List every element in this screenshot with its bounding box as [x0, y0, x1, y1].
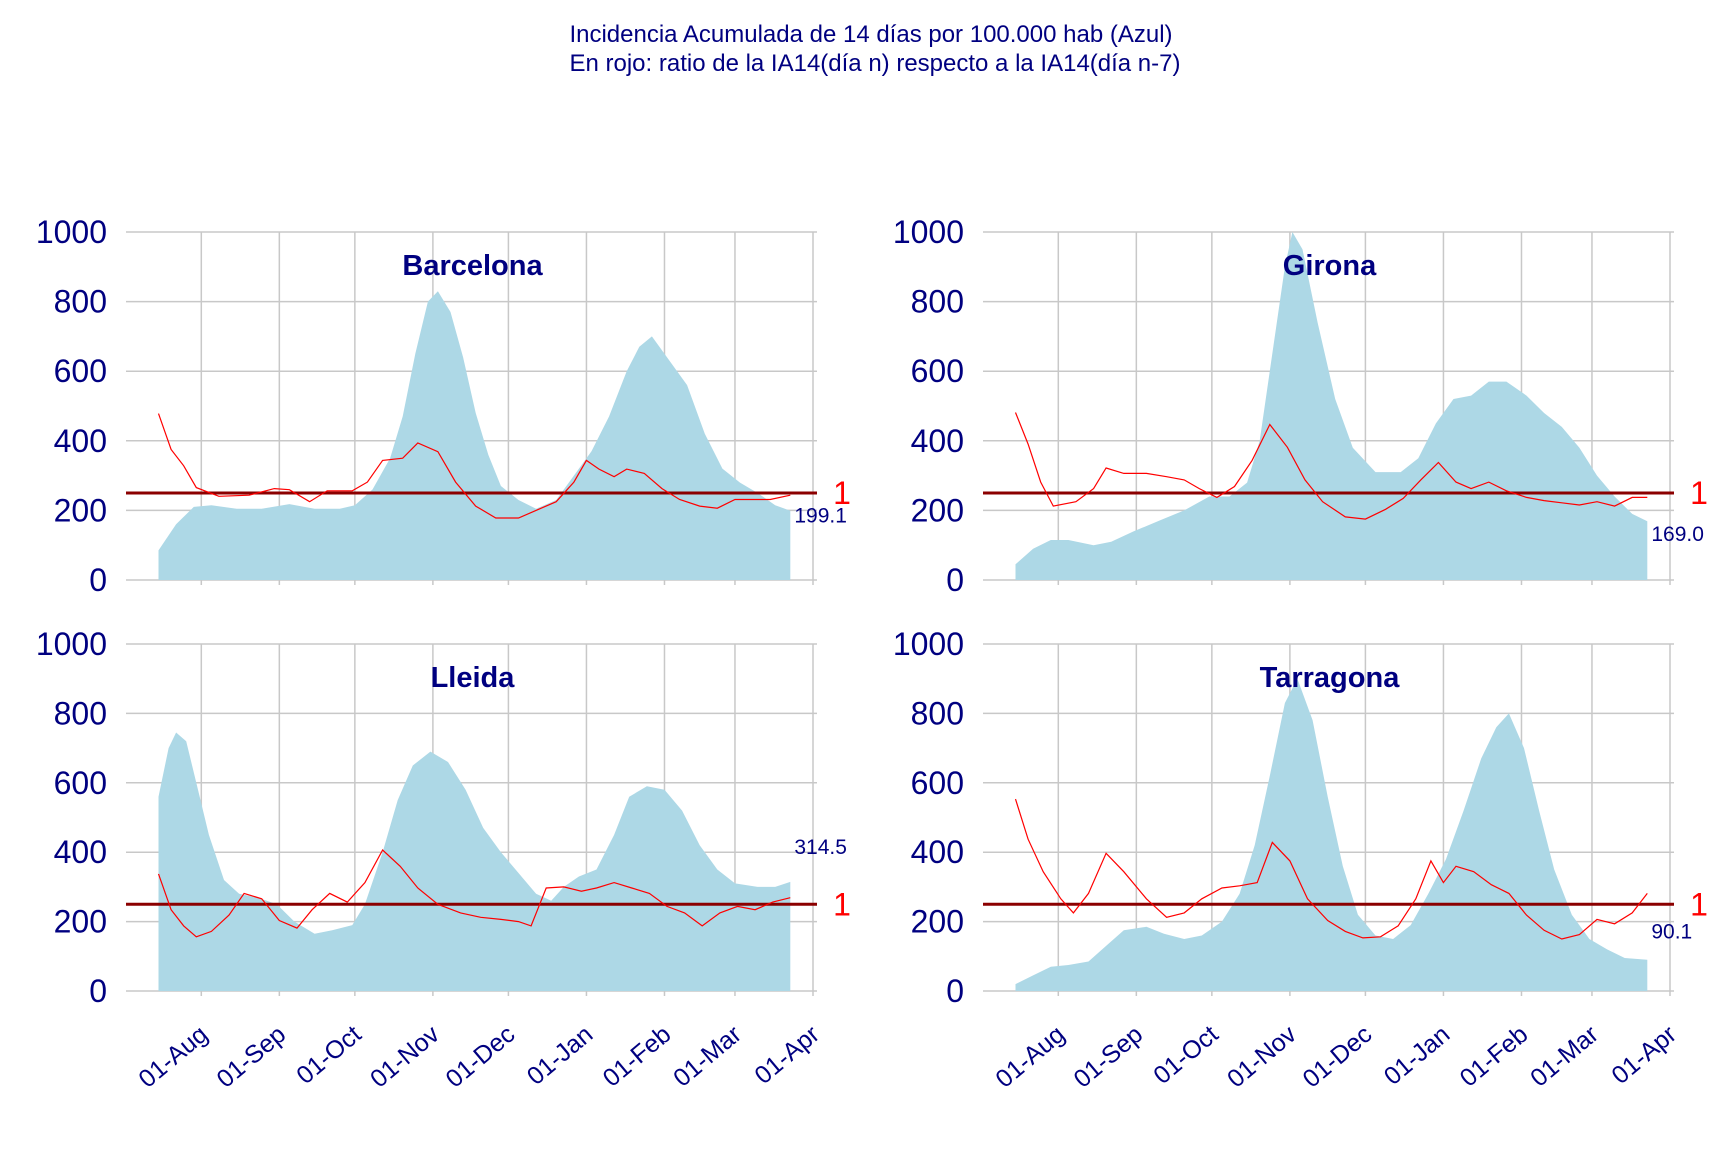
reference-label: 1	[833, 886, 851, 922]
x-tick-label: 01-Dec	[1298, 1020, 1378, 1093]
x-tick-label: 01-Dec	[441, 1020, 521, 1093]
ia14-area	[158, 291, 791, 580]
y-tick-label: 400	[911, 834, 964, 870]
y-tick-label: 1000	[36, 626, 107, 662]
panels: 02004006008001000Barcelona199.1102004006…	[36, 214, 1708, 1093]
y-tick-label: 1000	[36, 214, 107, 250]
panel-title: Tarragona	[1260, 662, 1401, 694]
y-tick-label: 800	[911, 284, 964, 320]
chart-panel-barcelona: 0 200 400 600 800 1000 Barcelona 199.11	[36, 214, 851, 598]
x-tick-label: 01-Feb	[1455, 1020, 1534, 1092]
y-tick-label: 800	[911, 695, 964, 731]
y-tick-label: 0	[89, 973, 107, 1009]
x-tick-label: 01-Aug	[990, 1020, 1070, 1093]
y-tick-label: 800	[54, 284, 107, 320]
y-tick-label: 400	[911, 423, 964, 459]
figure-title: Incidencia Acumulada de 14 días por 100.…	[569, 21, 1172, 48]
x-tick-label: 01-Jan	[522, 1020, 599, 1091]
y-tick-label: 600	[911, 765, 964, 801]
ratio-line	[1014, 412, 1648, 520]
x-tick-label: 01-Oct	[291, 1020, 367, 1090]
figure-subtitle: En rojo: ratio de la IA14(día n) respect…	[569, 50, 1180, 77]
reference-label: 1	[1690, 475, 1708, 511]
reference-label: 1	[833, 475, 851, 511]
last-value-label: 169.0	[1651, 523, 1704, 546]
last-value-label: 314.5	[794, 836, 847, 859]
x-tick-label: 01-Mar	[668, 1020, 747, 1092]
ia14-area	[158, 732, 791, 991]
y-tick-label: 0	[89, 562, 107, 598]
x-tick-label: 01-Nov	[365, 1020, 445, 1094]
reference-label: 1	[1690, 886, 1708, 922]
ratio-line	[1014, 798, 1648, 940]
y-tick-label: 600	[54, 353, 107, 389]
y-tick-label: 400	[54, 834, 107, 870]
y-tick-label: 200	[54, 492, 107, 528]
ratio-line	[157, 849, 791, 938]
y-tick-label: 0	[946, 973, 964, 1009]
x-tick-label: 01-Feb	[598, 1020, 677, 1092]
x-tick-label: 01-Oct	[1148, 1020, 1224, 1090]
x-tick-label: 01-Mar	[1525, 1020, 1604, 1092]
x-tick-label: 01-Apr	[749, 1020, 824, 1090]
panel-title: Lleida	[431, 662, 516, 694]
y-tick-label: 1000	[893, 214, 964, 250]
y-tick-label: 600	[54, 765, 107, 801]
y-tick-label: 600	[911, 353, 964, 389]
y-tick-label: 400	[54, 423, 107, 459]
x-tick-label: 01-Apr	[1606, 1020, 1681, 1090]
y-tick-label: 200	[54, 904, 107, 940]
x-tick-label: 01-Jan	[1379, 1020, 1456, 1091]
last-value-label: 199.1	[794, 505, 847, 528]
y-tick-label: 200	[911, 492, 964, 528]
y-tick-label: 0	[946, 562, 964, 598]
y-tick-label: 1000	[893, 626, 964, 662]
x-tick-label: 01-Nov	[1222, 1020, 1302, 1094]
ratio-line	[157, 413, 791, 519]
panel-title: Barcelona	[402, 250, 543, 282]
panel-title: Girona	[1283, 250, 1377, 282]
x-tick-label: 01-Sep	[1068, 1020, 1148, 1093]
x-tick-label: 01-Aug	[133, 1020, 213, 1093]
x-tick-label: 01-Sep	[211, 1020, 291, 1093]
ia14-area	[1015, 678, 1648, 991]
y-tick-label: 800	[54, 695, 107, 731]
y-tick-label: 200	[911, 904, 964, 940]
ia14-area	[1015, 232, 1648, 580]
chart-panel-girona: 0 200 400 600 800 1000 Girona 169.0 1	[893, 214, 1708, 598]
last-value-label: 90.1	[1651, 921, 1692, 944]
